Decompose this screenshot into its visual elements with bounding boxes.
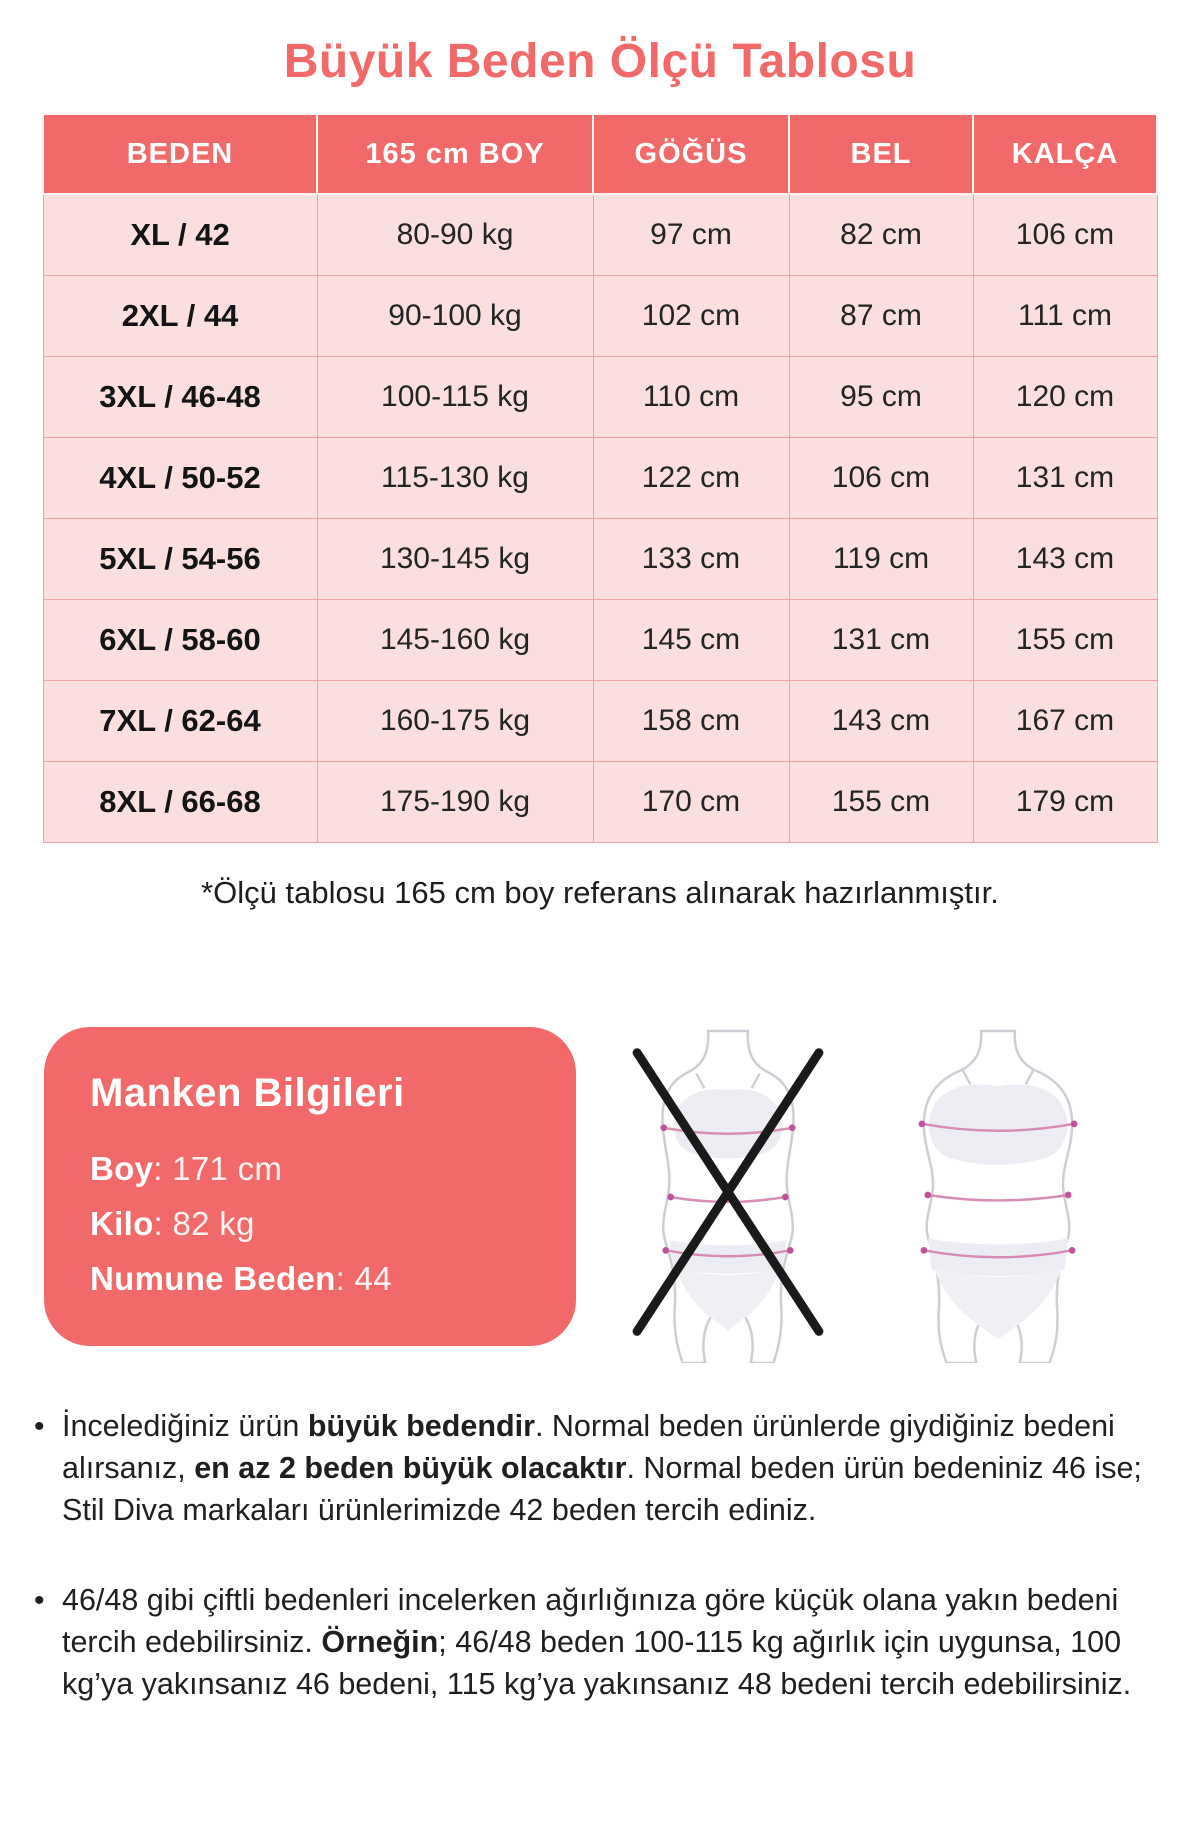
hip-cell: 179 cm — [972, 761, 1158, 843]
sizing-notes: • İncelediğiniz ürün büyük bedendir. Nor… — [34, 1405, 1164, 1705]
table-row: 2XL / 44 90-100 kg 102 cm 87 cm 111 cm — [42, 275, 1158, 357]
hip-cell: 155 cm — [972, 599, 1158, 681]
model-weight-label: Kilo — [90, 1205, 154, 1242]
chest-cell: 158 cm — [592, 680, 790, 762]
table-row: 7XL / 62-64 160-175 kg 158 cm 143 cm 167… — [42, 680, 1158, 762]
x-mark-icon — [632, 1048, 824, 1336]
size-cell: 6XL / 58-60 — [42, 599, 318, 681]
table-row: 5XL / 54-56 130-145 kg 133 cm 119 cm 143… — [42, 518, 1158, 600]
page-title: Büyük Beden Ölçü Tablosu — [283, 35, 917, 88]
size-cell: 8XL / 66-68 — [42, 761, 318, 843]
size-cell: 4XL / 50-52 — [42, 437, 318, 519]
weight-cell: 145-160 kg — [316, 599, 594, 681]
waist-cell: 143 cm — [788, 680, 974, 762]
waist-cell: 119 cm — [788, 518, 974, 600]
hip-cell: 111 cm — [972, 275, 1158, 357]
chest-cell: 122 cm — [592, 437, 790, 519]
size-cell: 3XL / 46-48 — [42, 356, 318, 438]
chest-cell: 102 cm — [592, 275, 790, 357]
sizing-note-text: İncelediğiniz ürün büyük bedendir. Norma… — [62, 1409, 1142, 1528]
chest-cell: 97 cm — [592, 193, 790, 276]
waist-cell: 82 cm — [788, 193, 974, 276]
header-cell-gogus: GÖĞÜS — [592, 113, 790, 195]
table-row: XL / 42 80-90 kg 97 cm 82 cm 106 cm — [42, 193, 1158, 276]
plus-size-body-icon — [879, 1027, 1117, 1365]
size-table: BEDEN 165 cm BOY GÖĞÜS BEL KALÇA XL / 42… — [42, 113, 1158, 843]
sizing-note-bullet-2: • 46/48 gibi çiftli bedenleri incelerken… — [34, 1579, 1164, 1705]
size-cell: XL / 42 — [42, 193, 318, 276]
hip-cell: 143 cm — [972, 518, 1158, 600]
weight-cell: 115-130 kg — [316, 437, 594, 519]
model-height-value: : 171 cm — [153, 1150, 283, 1187]
chest-cell: 133 cm — [592, 518, 790, 600]
header-cell-boy: 165 cm BOY — [316, 113, 594, 195]
sizing-note-text: 46/48 gibi çiftli bedenleri incelerken a… — [62, 1583, 1132, 1702]
waist-cell: 155 cm — [788, 761, 974, 843]
chest-cell: 170 cm — [592, 761, 790, 843]
chest-cell: 110 cm — [592, 356, 790, 438]
weight-cell: 130-145 kg — [316, 518, 594, 600]
model-info-section: Manken Bilgileri Boy: 171 cm Kilo: 82 kg… — [44, 1027, 1160, 1365]
model-height-label: Boy — [90, 1150, 154, 1187]
model-sample-size-label: Numune Beden — [90, 1260, 336, 1297]
header-cell-bel: BEL — [788, 113, 974, 195]
table-row: 3XL / 46-48 100-115 kg 110 cm 95 cm 120 … — [42, 356, 1158, 438]
table-footnote: *Ölçü tablosu 165 cm boy referans alınar… — [201, 875, 999, 910]
size-cell: 5XL / 54-56 — [42, 518, 318, 600]
model-info-card: Manken Bilgileri Boy: 171 cm Kilo: 82 kg… — [44, 1027, 576, 1346]
bullet-dot: • — [34, 1410, 45, 1443]
hip-cell: 106 cm — [972, 193, 1158, 276]
size-cell: 2XL / 44 — [42, 275, 318, 357]
bullet-dot: • — [34, 1584, 45, 1618]
model-sample-size-value: : 44 — [335, 1260, 392, 1297]
waist-cell: 106 cm — [788, 437, 974, 519]
body-silhouettes — [576, 1027, 1160, 1365]
hip-cell: 131 cm — [972, 437, 1158, 519]
weight-cell: 90-100 kg — [316, 275, 594, 357]
model-height-line: Boy: 171 cm — [90, 1150, 530, 1188]
table-row: 8XL / 66-68 175-190 kg 170 cm 155 cm 179… — [42, 761, 1158, 843]
waist-cell: 131 cm — [788, 599, 974, 681]
weight-cell: 175-190 kg — [316, 761, 594, 843]
table-row: 4XL / 50-52 115-130 kg 122 cm 106 cm 131… — [42, 437, 1158, 519]
model-sample-size-line: Numune Beden: 44 — [90, 1260, 530, 1298]
waist-cell: 87 cm — [788, 275, 974, 357]
model-weight-line: Kilo: 82 kg — [90, 1205, 530, 1243]
table-row: 6XL / 58-60 145-160 kg 145 cm 131 cm 155… — [42, 599, 1158, 681]
size-cell: 7XL / 62-64 — [42, 680, 318, 762]
chest-cell: 145 cm — [592, 599, 790, 681]
model-weight-value: : 82 kg — [153, 1205, 255, 1242]
hip-cell: 167 cm — [972, 680, 1158, 762]
weight-cell: 100-115 kg — [316, 356, 594, 438]
slim-body-crossed-out-icon — [619, 1027, 837, 1365]
header-cell-beden: BEDEN — [42, 113, 318, 195]
model-info-title: Manken Bilgileri — [90, 1071, 405, 1115]
hip-cell: 120 cm — [972, 356, 1158, 438]
header-cell-kalca: KALÇA — [972, 113, 1158, 195]
sizing-note-bullet-1: • İncelediğiniz ürün büyük bedendir. Nor… — [34, 1405, 1164, 1531]
table-header-row: BEDEN 165 cm BOY GÖĞÜS BEL KALÇA — [42, 113, 1158, 195]
weight-cell: 160-175 kg — [316, 680, 594, 762]
waist-cell: 95 cm — [788, 356, 974, 438]
weight-cell: 80-90 kg — [316, 193, 594, 276]
